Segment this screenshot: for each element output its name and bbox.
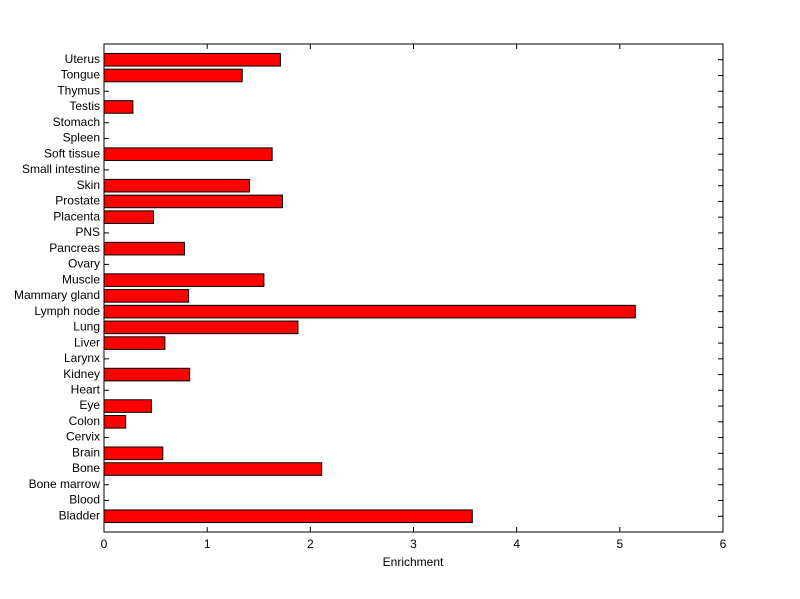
- y-tick-label: Lymph node: [34, 304, 100, 318]
- y-tick-label: Bone: [72, 461, 100, 475]
- y-tick-label: Ovary: [68, 257, 100, 271]
- bar: [103, 336, 166, 350]
- y-tick-label: Soft tissue: [44, 146, 100, 160]
- bar: [103, 509, 473, 524]
- x-tick-label: 5: [616, 537, 623, 551]
- y-tick-label: Lung: [73, 320, 100, 334]
- y-tick-label: Cervix: [66, 430, 100, 444]
- x-tick-label: 6: [720, 537, 727, 551]
- y-tick-label: Testis: [69, 99, 100, 113]
- y-tick-label: Muscle: [62, 272, 100, 286]
- bar: [103, 320, 299, 335]
- axes-box: [103, 43, 724, 533]
- x-tick-label: 3: [410, 537, 417, 551]
- bar: [103, 446, 164, 461]
- x-axis-label: Enrichment: [383, 555, 444, 569]
- bar: [103, 289, 190, 303]
- bar: [103, 68, 243, 83]
- y-tick-label: Prostate: [55, 194, 100, 208]
- y-tick-label: Placenta: [53, 209, 100, 223]
- bar: [103, 52, 281, 67]
- x-tick-label: 4: [513, 537, 520, 551]
- x-tick-label: 2: [307, 537, 314, 551]
- x-tick-label: 0: [101, 537, 108, 551]
- y-tick-label: Mammary gland: [14, 288, 100, 302]
- bar: [103, 147, 273, 161]
- bar: [103, 462, 323, 476]
- bar: [103, 194, 283, 209]
- y-tick-label: Spleen: [63, 131, 100, 145]
- y-tick-label: Brain: [72, 445, 100, 459]
- y-tick-label: Small intestine: [22, 162, 100, 176]
- bar: [103, 100, 134, 114]
- y-tick-label: Skin: [77, 178, 100, 192]
- y-tick-label: PNS: [75, 225, 100, 239]
- y-tick-label: Liver: [74, 335, 100, 349]
- bar: [103, 399, 152, 413]
- x-tick-label: 1: [204, 537, 211, 551]
- y-tick-label: Bone marrow: [29, 477, 101, 491]
- y-tick-label: Colon: [69, 414, 100, 428]
- bar: [103, 241, 185, 256]
- y-tick-label: Eye: [79, 398, 100, 412]
- y-tick-label: Uterus: [65, 52, 100, 66]
- bar: [103, 210, 155, 224]
- bar: [103, 415, 127, 429]
- y-tick-label: Heart: [71, 382, 101, 396]
- y-tick-label: Bladder: [59, 508, 100, 522]
- y-tick-label: Kidney: [63, 367, 100, 381]
- bar: [103, 273, 265, 287]
- y-tick-label: Stomach: [53, 115, 100, 129]
- y-tick-label: Thymus: [57, 83, 100, 97]
- y-tick-label: Larynx: [64, 351, 100, 365]
- y-tick-label: Blood: [69, 493, 100, 507]
- y-tick-label: Tongue: [61, 68, 101, 82]
- bar: [103, 304, 636, 319]
- bar: [103, 178, 250, 193]
- bar: [103, 367, 191, 382]
- y-tick-label: Pancreas: [49, 241, 100, 255]
